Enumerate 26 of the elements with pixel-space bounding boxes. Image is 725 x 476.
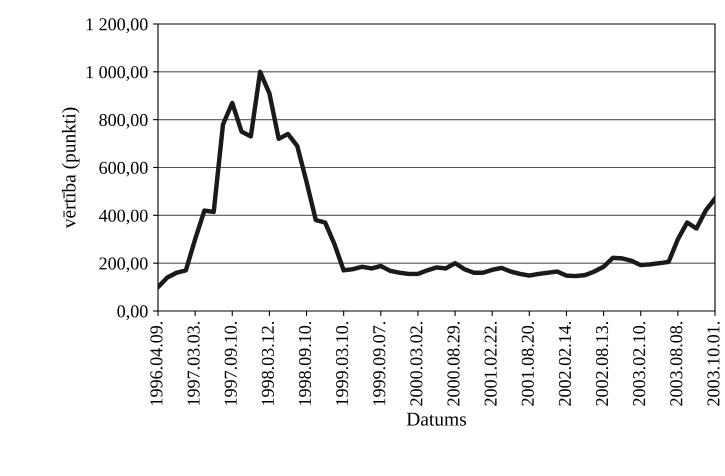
y-tick-label: 1 200,00	[86, 18, 148, 34]
y-axis-title: vērtība (punkti)	[62, 108, 80, 228]
x-tick-label: 2000.08.29.	[447, 322, 460, 406]
x-tick-label: 1999.09.07.	[373, 322, 386, 405]
x-tick-label: 2001.08.20.	[522, 322, 534, 406]
x-tick-label: 2003.02.10.	[633, 322, 646, 406]
x-tick-label: 2000.03.02.	[410, 322, 423, 406]
x-tick-label: 1999.03.10.	[336, 322, 348, 405]
x-axis-title: Datums	[406, 412, 466, 426]
y-tick-label: 400,00	[98, 210, 148, 224]
x-tick-label: 2003.08.08.	[670, 322, 682, 406]
y-tick-label: 600,00	[99, 162, 148, 177]
y-tick-label: 0,00	[117, 305, 148, 320]
x-tick-label: 2001.02.22.	[484, 322, 497, 406]
line-series	[158, 70, 715, 290]
x-tick-label: 1998.03.12.	[262, 322, 274, 405]
y-tick-label: 800,00	[99, 114, 148, 129]
x-tick-label: 1997.09.10.	[224, 322, 237, 405]
x-tick-label: 2003.10.01.	[707, 322, 720, 406]
x-tick-label: 2002.08.13.	[596, 322, 608, 406]
x-tick-label: 2002.02.14.	[558, 322, 572, 406]
y-tick-label: 200,00	[99, 257, 148, 272]
x-tick-label: 1996.04.09.	[150, 322, 163, 405]
y-tick-label: 1 000,00	[86, 66, 148, 81]
x-tick-label: 1998.09.10.	[298, 322, 312, 405]
x-tick-label: 1997.03.03.	[187, 322, 200, 405]
